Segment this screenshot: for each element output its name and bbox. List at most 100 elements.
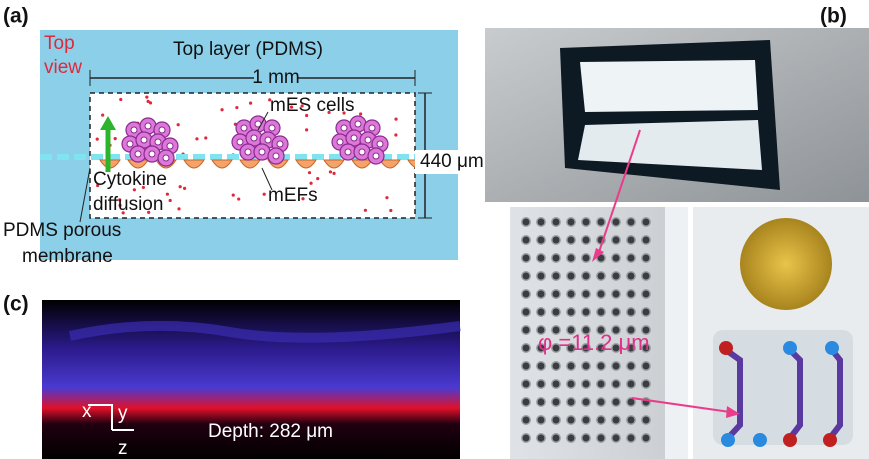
pore: [612, 254, 620, 262]
pore: [642, 434, 650, 442]
port: [823, 433, 837, 447]
pore: [612, 290, 620, 298]
pore: [567, 218, 575, 226]
nucleus: [241, 125, 247, 131]
pore: [597, 416, 605, 424]
pore: [552, 290, 560, 298]
pore: [567, 308, 575, 316]
pore: [597, 218, 605, 226]
dot: [249, 101, 252, 104]
axis-x: x: [82, 401, 92, 422]
top-view: Top: [44, 33, 75, 54]
nucleus: [127, 141, 133, 147]
port: [721, 433, 735, 447]
pore: [522, 254, 530, 262]
nucleus: [377, 141, 383, 147]
dot: [359, 112, 362, 115]
dot: [195, 137, 198, 140]
pore: [627, 218, 635, 226]
pore: [627, 272, 635, 280]
nucleus: [373, 153, 379, 159]
pore: [642, 380, 650, 388]
dot: [204, 136, 207, 139]
pore: [537, 272, 545, 280]
pore: [612, 380, 620, 388]
pore: [582, 308, 590, 316]
dot: [166, 193, 169, 196]
pore: [552, 254, 560, 262]
nucleus: [341, 125, 347, 131]
pore: [537, 290, 545, 298]
pore: [642, 218, 650, 226]
dot: [389, 209, 392, 212]
dot: [332, 172, 335, 175]
pore: [537, 416, 545, 424]
nucleus: [145, 123, 151, 129]
pore: [612, 272, 620, 280]
figure: (a) Top view Top layer (PDMS) 1 mm mES c…: [0, 0, 869, 459]
axis-z: z: [118, 438, 128, 459]
dot: [96, 137, 99, 140]
pore: [567, 362, 575, 370]
pore: [627, 254, 635, 262]
dot: [385, 196, 388, 199]
pore: [522, 236, 530, 244]
dot: [232, 193, 235, 196]
pore: [627, 362, 635, 370]
pore: [612, 362, 620, 370]
pore: [537, 362, 545, 370]
port: [719, 341, 733, 355]
wall: [665, 207, 688, 459]
nucleus: [251, 135, 257, 141]
top-layer: Top layer (PDMS): [173, 39, 323, 60]
pore: [567, 272, 575, 280]
nucleus: [265, 137, 271, 143]
pore: [522, 362, 530, 370]
nucleus: [149, 151, 155, 157]
page: (a) Top view Top layer (PDMS) 1 mm mES c…: [0, 0, 869, 459]
dot: [179, 185, 182, 188]
pore: [567, 254, 575, 262]
nucleus: [355, 121, 361, 127]
nucleus: [141, 137, 147, 143]
pore: [597, 362, 605, 370]
pore: [567, 434, 575, 442]
nucleus: [159, 127, 165, 133]
dot: [329, 170, 332, 173]
dot: [169, 199, 172, 202]
dot: [145, 96, 148, 99]
membrane-text: PDMS porous: [3, 220, 121, 241]
pore: [582, 218, 590, 226]
panel-c: (c) x y z Depth: 282 μm: [3, 293, 460, 459]
pore: [522, 308, 530, 316]
pore: [612, 218, 620, 226]
pore: [522, 344, 530, 352]
port: [783, 433, 797, 447]
depth: Depth: 282 μm: [208, 421, 333, 442]
dot: [183, 187, 186, 190]
height-text: 440 μm: [420, 151, 484, 172]
pore: [537, 218, 545, 226]
dot: [220, 108, 223, 111]
nucleus: [369, 125, 375, 131]
pore: [552, 416, 560, 424]
nucleus: [359, 149, 365, 155]
pore: [522, 416, 530, 424]
pore: [597, 272, 605, 280]
pore: [552, 272, 560, 280]
dot: [263, 193, 266, 196]
pore: [567, 398, 575, 406]
pore: [582, 434, 590, 442]
channel-light: [580, 60, 758, 112]
pore: [597, 398, 605, 406]
nucleus: [155, 139, 161, 145]
pore: [537, 380, 545, 388]
nucleus: [337, 139, 343, 145]
nucleus: [135, 151, 141, 157]
dot: [316, 177, 319, 180]
membrane-text: membrane: [22, 246, 113, 267]
nucleus: [365, 137, 371, 143]
pore: [522, 434, 530, 442]
dot: [114, 137, 117, 140]
pore: [522, 272, 530, 280]
